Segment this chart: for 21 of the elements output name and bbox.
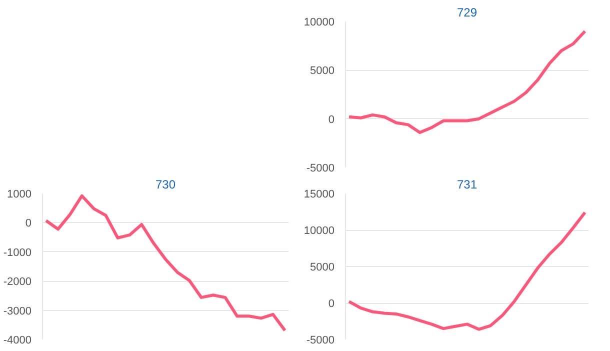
- y-tick-label: 5000: [310, 262, 335, 274]
- y-tick-label: -1000: [3, 246, 32, 259]
- line-series: [348, 210, 586, 331]
- y-tick-label: 0: [328, 298, 335, 310]
- y-tick-label: 0: [25, 218, 32, 230]
- y-tick-label: 5000: [310, 65, 335, 78]
- y-tick-label: -5000: [306, 162, 335, 174]
- y-tick-label: 0: [328, 114, 335, 126]
- line-series: [348, 30, 586, 134]
- y-tick-label: -4000: [3, 334, 32, 346]
- y-tick-label: 10000: [304, 16, 335, 28]
- chart-title: 729: [456, 6, 478, 20]
- y-tick-label: -3000: [3, 305, 32, 318]
- y-tick-label: 1000: [7, 188, 32, 200]
- line-series: [44, 194, 286, 332]
- chart-title: 730: [155, 178, 176, 192]
- y-tick-label: 10000: [304, 225, 335, 237]
- y-tick-label: -2000: [3, 276, 32, 288]
- chart-title: 731: [456, 178, 478, 192]
- y-tick-label: 15000: [304, 188, 335, 200]
- y-tick-label: -5000: [306, 334, 335, 346]
